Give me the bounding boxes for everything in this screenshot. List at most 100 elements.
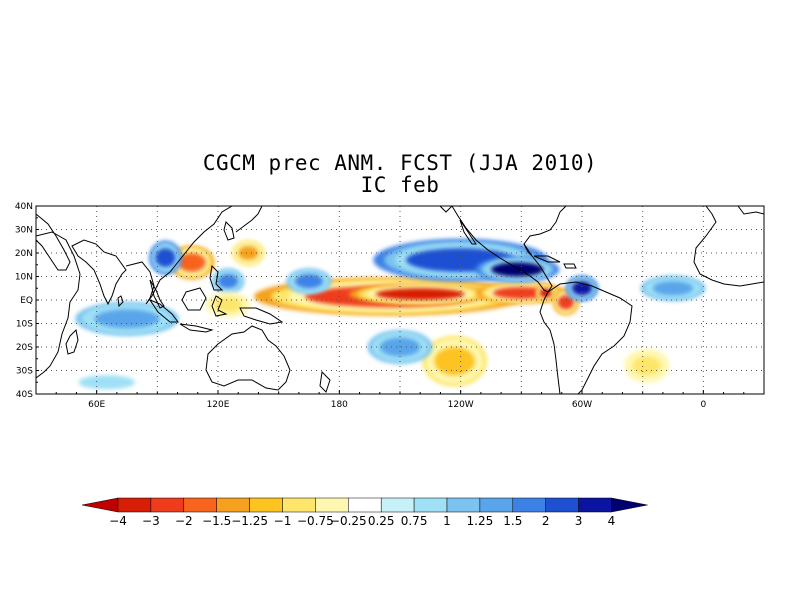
canada-coastline — [439, 206, 453, 213]
lon-tick-label: 60E — [88, 400, 105, 410]
anomaly-core — [652, 281, 694, 296]
colorbar-tick-label: 0.25 — [368, 514, 395, 528]
anomaly-core — [493, 287, 550, 299]
west-africa-coastline — [693, 206, 764, 287]
australia-coastline — [205, 325, 291, 391]
anomaly-core — [218, 274, 239, 289]
anomaly-south-atlantic-dry — [624, 348, 670, 383]
colorbar-tick-label: 4 — [608, 514, 616, 528]
colorbar-tick-label: 2 — [542, 514, 550, 528]
anomaly-core — [434, 347, 475, 376]
lat-tick-label: 20N — [15, 249, 33, 259]
malay-peninsula-coastline — [149, 279, 165, 309]
colorbar-swatch — [117, 497, 152, 513]
colorbar-swatch — [183, 497, 217, 513]
colorbar-tick-label: −2 — [175, 514, 193, 528]
colorbar-tick-label: −1.5 — [202, 514, 231, 528]
anomaly-field — [75, 238, 706, 390]
colorbar-swatch — [578, 497, 612, 513]
anomaly-southern-indian-wet — [78, 375, 136, 390]
anomaly-bay-of-bengal-wet — [149, 240, 182, 275]
lat-tick-label: 20S — [16, 343, 33, 353]
colorbar-tick-label: −0.25 — [330, 514, 367, 528]
sri-lanka-coastline — [117, 295, 124, 308]
anomaly-core — [177, 253, 206, 272]
anomaly-southeast-pacific-dry — [422, 335, 487, 387]
lat-tick-label: 10N — [15, 273, 33, 283]
lon-tick-label: 60W — [572, 400, 592, 410]
cuba-coastline — [533, 255, 561, 263]
lat-tick-label: 30N — [15, 226, 33, 236]
korea-coastline — [223, 221, 235, 241]
japan-coastline — [235, 206, 263, 233]
coastlines — [36, 206, 764, 394]
anomaly-tropical-atlantic-wet — [640, 275, 706, 301]
anomaly-core — [491, 262, 544, 277]
anomaly-south-china-dry — [232, 240, 265, 266]
madagascar-coastline — [65, 328, 79, 355]
anomaly-core — [238, 245, 259, 261]
colorbar-tick-label: 1.25 — [467, 514, 494, 528]
colorbar-tick-label: −0.75 — [297, 514, 334, 528]
longitude-axis: 60E 120E 180 120W 60W 0 — [55, 390, 765, 410]
lat-tick-label: 10S — [16, 320, 33, 330]
africa-coastline — [36, 231, 81, 379]
east-asia-coastline — [125, 206, 233, 305]
anomaly-guiana-wet — [565, 275, 599, 301]
lon-tick-label: 120E — [207, 400, 230, 410]
colorbar-swatch — [545, 497, 579, 513]
lat-tick-label: EQ — [20, 296, 33, 306]
new-guinea-coastline — [239, 307, 284, 325]
colorbar-swatch — [150, 497, 185, 513]
anomaly-core — [557, 295, 574, 310]
title-line-2: IC feb — [360, 173, 440, 197]
colorbar-tick-label: 0.75 — [401, 514, 428, 528]
india-coastline — [71, 239, 127, 306]
colorbar-swatch — [348, 497, 382, 513]
south-america-coastline — [539, 281, 633, 394]
anomaly-caribbean-wet-core — [475, 256, 560, 283]
anomaly-core — [78, 375, 136, 390]
lat-tick-label: 30S — [16, 367, 33, 377]
colorbar-swatch — [512, 497, 546, 513]
lon-tick-label: 120W — [448, 400, 474, 410]
lon-tick-label: 180 — [331, 400, 348, 410]
philippines-coastline — [209, 264, 224, 291]
new-zealand-coastline — [319, 370, 331, 393]
anomaly-central-pacific-dry-core — [349, 283, 492, 305]
anomaly-core — [94, 309, 160, 329]
java-coastline — [179, 323, 214, 333]
arabia-coastline — [36, 213, 71, 271]
colorbar-tick-label: −4 — [109, 514, 127, 528]
anomaly-west-pacific-wet — [286, 268, 332, 294]
anomaly-core — [632, 356, 661, 376]
anomaly-core — [155, 248, 176, 268]
chart-title: CGCM prec ANM. FCST (JJA 2010) IC feb — [0, 152, 800, 196]
title-line-1: CGCM prec ANM. FCST (JJA 2010) — [202, 151, 598, 175]
florida-coastline — [523, 243, 533, 257]
anomaly-core — [294, 274, 324, 289]
borneo-coastline — [181, 287, 207, 311]
colorbar-low-arrow — [81, 497, 119, 513]
colorbar-high-arrow — [611, 497, 648, 513]
sumatra-coastline — [148, 298, 179, 323]
colorbar-swatch — [216, 497, 250, 513]
sulawesi-coastline — [211, 295, 228, 317]
colorbar-swatch — [413, 497, 448, 513]
baja-coastline — [459, 219, 477, 245]
colorbar-swatch — [479, 497, 514, 513]
colorbar-tick-label: −1.25 — [231, 514, 268, 528]
anomaly-indian-ocean-wet — [75, 301, 179, 336]
anomaly-core — [375, 288, 465, 300]
colorbar-swatch — [446, 497, 481, 513]
lat-tick-label: 40N — [15, 202, 33, 212]
lon-tick-label: 0 — [700, 400, 706, 410]
colorbar: −4 −3 −2 −1.5 −1.25 −1 −0.75−0.25 0.25 0.75 1 1.25… — [81, 497, 648, 528]
colorbar-swatch — [282, 497, 316, 513]
lat-tick-label: 40S — [16, 390, 33, 400]
anomaly-panama-dry — [535, 284, 556, 302]
colorbar-tick-label: −3 — [142, 514, 160, 528]
colorbar-swatch — [249, 497, 283, 513]
colorbar-swatch — [315, 497, 349, 513]
